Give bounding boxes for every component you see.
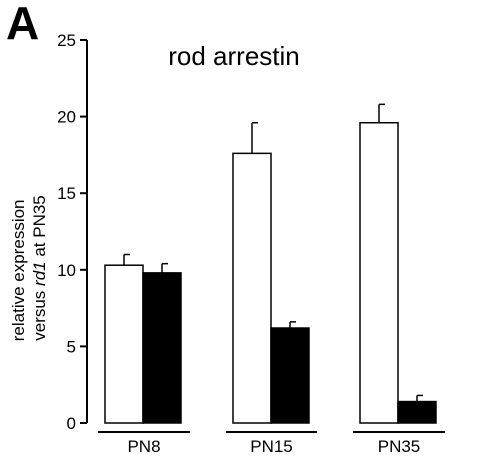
y-tick-label: 20 [57, 108, 76, 127]
bar [359, 121, 399, 424]
y-axis-label-prefix: versus [30, 286, 49, 341]
y-axis-label-suffix: at PN35 [30, 195, 49, 261]
category-label: PN15 [250, 437, 293, 456]
y-tick-label: 5 [67, 337, 76, 356]
bar [104, 264, 144, 424]
y-axis-label-line2: versus rd1 at PN35 [30, 195, 49, 341]
y-axis-label: relative expression versus rd1 at PN35 [9, 195, 49, 341]
error-bars-layer [123, 103, 423, 402]
bar [270, 327, 310, 424]
y-tick-label: 25 [57, 31, 76, 50]
category-label: PN35 [378, 437, 421, 456]
bar [397, 400, 437, 424]
bars-layer [104, 121, 437, 424]
y-tick-label: 0 [67, 414, 76, 433]
y-axis-label-italic: rd1 [30, 261, 49, 286]
y-tick-label: 10 [57, 261, 76, 280]
category-label: PN8 [127, 437, 160, 456]
y-axis-label-line1: relative expression [9, 199, 28, 341]
y-tick-label: 15 [57, 184, 76, 203]
chart-title: rod arrestin [168, 41, 300, 71]
x-axis-categories: PN8 PN15 PN35 [98, 431, 445, 456]
bar [142, 272, 182, 424]
panel-letter: A [6, 0, 40, 49]
bar [232, 152, 272, 424]
y-axis: 0 5 10 15 20 25 [57, 31, 88, 433]
